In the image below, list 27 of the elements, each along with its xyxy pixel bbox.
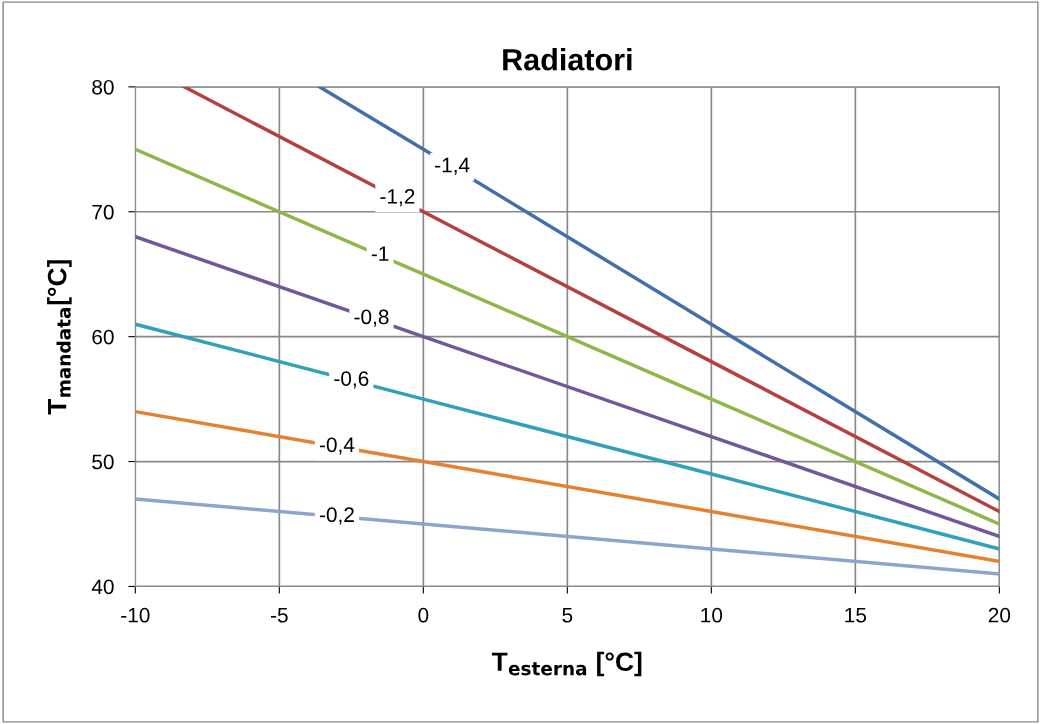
series-label: -0,8 — [354, 309, 389, 327]
x-tick-label: 20 — [988, 607, 1011, 623]
x-tick-label: -5 — [271, 608, 288, 623]
y-tick-label: 70 — [92, 204, 114, 220]
chart-title: Radiatori — [503, 48, 632, 71]
line-series — [135, 147, 1000, 526]
series-label: -1,2 — [380, 189, 415, 207]
line-series — [135, 497, 1000, 576]
series-label: -0,6 — [334, 371, 369, 389]
y-tick-label: 50 — [92, 454, 114, 470]
series-label: -1 — [371, 246, 389, 261]
y-tick-label: 80 — [92, 79, 114, 95]
x-tick-label: 10 — [701, 607, 723, 623]
line-series — [317, 86, 1000, 501]
x-tick-label: -10 — [121, 607, 150, 623]
series-label: -1,4 — [435, 157, 470, 175]
line-series — [135, 235, 1000, 539]
y-tick-label: 60 — [92, 329, 114, 345]
x-tick-label: 0 — [418, 607, 429, 623]
x-tick-label: 15 — [845, 608, 867, 623]
series-label: -0,2 — [319, 507, 354, 525]
x-tick-label: 5 — [562, 608, 573, 623]
line-series — [135, 409, 1000, 564]
series-label: -0,4 — [319, 437, 355, 455]
y-tick-label: 40 — [91, 579, 114, 595]
x-axis-title: T$_{esterna}$ [°C] — [491, 651, 642, 677]
y-axis-title: T$_{mandata}$[°C] — [47, 260, 72, 415]
